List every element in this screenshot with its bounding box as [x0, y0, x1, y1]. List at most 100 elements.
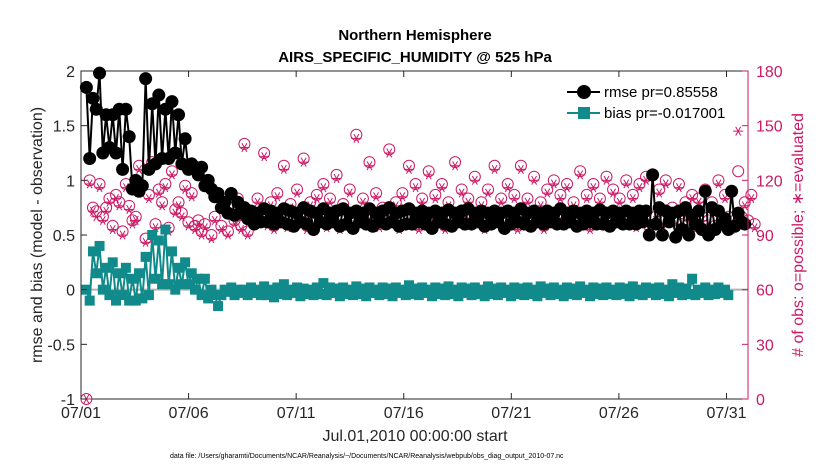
- obs-possible-point: [350, 128, 363, 141]
- y-tick-right-label: 30: [756, 337, 774, 354]
- obs-evaluated-point: [259, 152, 270, 162]
- rmse-point: [139, 72, 153, 86]
- obs-evaluated-point: [104, 197, 115, 207]
- bias-point: [575, 281, 586, 292]
- bias-point: [351, 281, 362, 292]
- rmse-point: [119, 102, 133, 116]
- y-tick-label: 1.5: [53, 119, 75, 136]
- bias-point: [608, 284, 619, 295]
- bias-point: [206, 284, 217, 295]
- legend-rmse-marker: [577, 85, 591, 99]
- bias-point: [400, 290, 411, 301]
- rmse-point: [649, 217, 663, 231]
- bias-point: [598, 290, 609, 301]
- obs-possible-point: [383, 143, 396, 156]
- obs-possible-point: [626, 188, 639, 201]
- bias-point: [700, 282, 711, 293]
- bias-point: [397, 284, 408, 295]
- obs-possible-point: [429, 188, 442, 201]
- obs-possible-point: [672, 177, 685, 190]
- bias-point: [723, 290, 734, 301]
- obs-evaluated-point: [450, 161, 461, 171]
- bias-point: [91, 268, 102, 279]
- obs-possible-point: [159, 177, 172, 190]
- rmse-point: [639, 204, 653, 218]
- bias-point: [568, 283, 579, 294]
- obs-possible-point: [402, 159, 415, 172]
- bias-point: [637, 290, 648, 301]
- obs-evaluated-point: [469, 175, 480, 185]
- bias-point: [288, 287, 299, 298]
- obs-possible-point: [495, 192, 508, 205]
- rmse-point: [655, 228, 669, 242]
- obs-possible-point: [587, 177, 600, 190]
- bias-point: [558, 291, 569, 302]
- bias-point: [354, 289, 365, 300]
- y-tick-label: 0: [66, 283, 75, 300]
- obs-evaluated-point: [397, 192, 408, 202]
- obs-evaluated-point: [403, 164, 414, 174]
- y-axis-label: rmse and bias (model - observation): [29, 107, 46, 363]
- bias-point: [242, 290, 253, 301]
- obs-evaluated-point: [502, 183, 513, 193]
- legend-bias-marker: [578, 107, 590, 119]
- obs-evaluated-point: [660, 179, 671, 189]
- bias-point: [262, 290, 273, 301]
- bias-point: [562, 282, 573, 293]
- obs-evaluated-point: [84, 179, 95, 189]
- bias-point: [479, 291, 490, 302]
- obs-evaluated-point: [173, 201, 184, 211]
- bias-point: [143, 290, 154, 301]
- bias-point: [361, 291, 372, 302]
- bias-point: [315, 289, 326, 300]
- bias-point: [130, 295, 141, 306]
- bias-point: [387, 291, 398, 302]
- bias-point: [581, 284, 592, 295]
- obs-possible-point: [297, 152, 310, 165]
- obs-possible-point: [422, 165, 435, 178]
- y-tick-label: 2: [66, 64, 75, 81]
- bias-point: [482, 281, 493, 292]
- bias-point: [621, 283, 632, 294]
- obs-possible-point: [409, 177, 422, 190]
- x-tick-label: 07/31: [706, 405, 746, 422]
- bias-point: [229, 290, 240, 301]
- rmse-point: [168, 146, 182, 160]
- bias-point: [670, 287, 681, 298]
- obs-evaluated-point: [588, 183, 599, 193]
- bias-point: [502, 284, 513, 295]
- bias-point: [436, 283, 447, 294]
- bias-point: [348, 290, 359, 301]
- bias-point: [683, 289, 694, 300]
- obs-possible-point: [528, 170, 541, 183]
- obs-possible-point: [468, 170, 481, 183]
- obs-evaluated-point: [153, 188, 164, 198]
- rmse-point: [172, 108, 186, 122]
- y-tick-right-label: 0: [756, 392, 765, 409]
- bias-point: [522, 282, 533, 293]
- bias-point: [259, 281, 270, 292]
- obs-evaluated-point: [529, 175, 540, 185]
- obs-evaluated-point: [216, 224, 227, 235]
- obs-evaluated-point: [331, 173, 342, 184]
- obs-evaluated-point: [157, 201, 168, 211]
- obs-evaluated-point: [713, 179, 724, 189]
- obs-possible-point: [514, 159, 527, 172]
- bias-point: [282, 290, 293, 301]
- obs-possible-point: [165, 165, 178, 178]
- obs-evaluated-point: [272, 192, 283, 202]
- obs-evaluated-point: [509, 193, 520, 204]
- obs-possible-point: [659, 174, 672, 187]
- bias-point: [664, 291, 675, 302]
- rmse-point: [698, 184, 712, 198]
- bias-point: [720, 284, 731, 295]
- bias-point: [611, 290, 622, 301]
- y-tick-right-label: 90: [756, 228, 774, 245]
- obs-possible-point: [129, 210, 142, 223]
- obs-possible-point: [271, 187, 284, 200]
- obs-possible-point: [317, 177, 330, 190]
- obs-evaluated-point: [749, 223, 760, 233]
- rmse-series: [79, 66, 752, 244]
- obs-evaluated-point: [575, 170, 586, 180]
- obs-evaluated-point: [278, 164, 289, 174]
